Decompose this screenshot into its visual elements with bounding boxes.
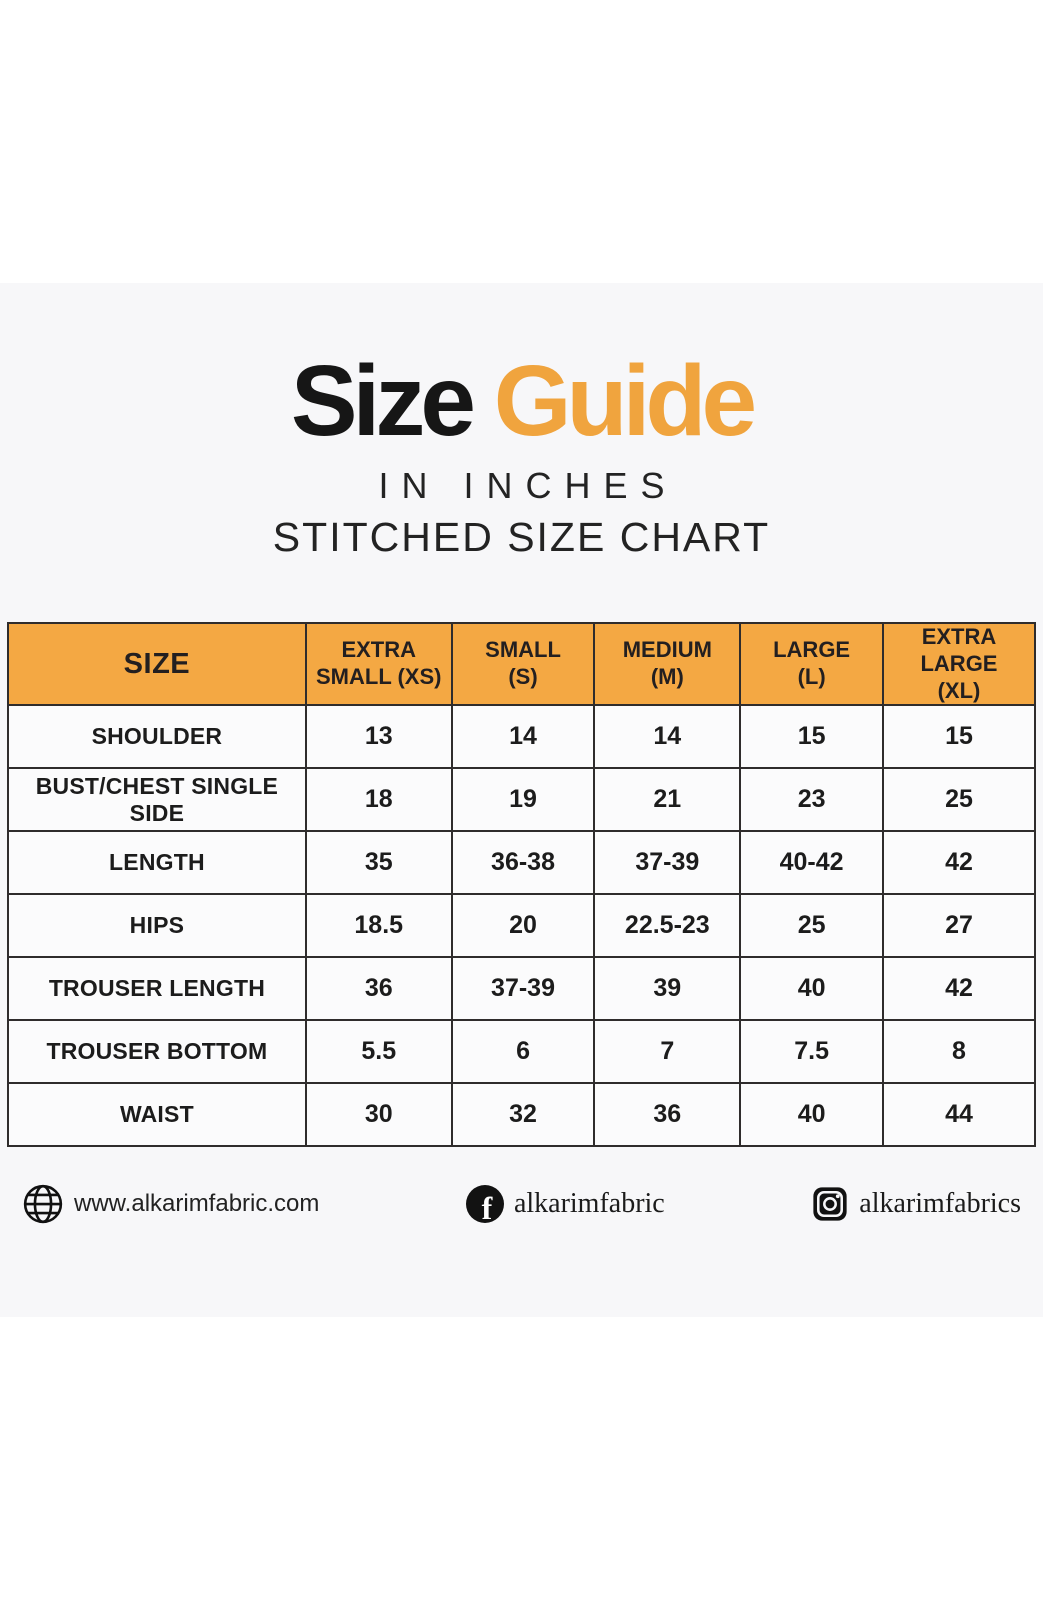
subtitle-stitched-size-chart: STITCHED SIZE CHART	[272, 514, 771, 560]
page-title: Size Guide	[0, 351, 1043, 451]
cell-waist-xl: 44	[881, 1082, 1037, 1148]
row-label-waist: WAIST	[7, 1082, 307, 1148]
cell-trouser-bottom-m: 7	[593, 1019, 742, 1085]
cell-length-s: 36-38	[450, 830, 596, 896]
cell-hips-xl: 27	[881, 893, 1037, 959]
cell-shoulder-l: 15	[739, 704, 884, 770]
cell-waist-s: 32	[450, 1082, 596, 1148]
col-header-medium: MEDIUM (M)	[593, 621, 742, 707]
cell-waist-l: 40	[739, 1082, 884, 1148]
col-header-size: SIZE	[7, 621, 307, 707]
col-header-large: LARGE (L)	[739, 621, 884, 707]
cell-waist-m: 36	[593, 1082, 742, 1148]
size-chart-table: SIZE EXTRA SMALL (XS) SMALL (S) MEDIUM (…	[7, 621, 1037, 1148]
content-band: Size Guide IN INCHES STITCHED SIZE CHART…	[0, 283, 1043, 1317]
cell-trouser-length-s: 37-39	[450, 956, 596, 1022]
table-row-shoulder: SHOULDER 13 14 14 15 15	[7, 704, 1037, 770]
cell-shoulder-m: 14	[593, 704, 742, 770]
cell-trouser-bottom-xs: 5.5	[304, 1019, 453, 1085]
table-row-length: LENGTH 35 36-38 37-39 40-42 42	[7, 830, 1037, 896]
cell-shoulder-xs: 13	[304, 704, 453, 770]
cell-bust-s: 19	[450, 767, 596, 833]
title-word-guide: Guide	[493, 345, 757, 457]
facebook-icon-letter: f	[481, 1189, 493, 1223]
cell-trouser-length-m: 39	[593, 956, 742, 1022]
website-url: www.alkarimfabric.com	[74, 1190, 320, 1217]
title-word-size: Size	[290, 345, 476, 457]
col-header-small: SMALL (S)	[450, 621, 596, 707]
cell-hips-l: 25	[739, 893, 884, 959]
cell-bust-m: 21	[593, 767, 742, 833]
cell-bust-xl: 25	[881, 767, 1037, 833]
cell-bust-l: 23	[739, 767, 884, 833]
facebook-item: f alkarimfabric	[465, 1185, 665, 1223]
table-row-trouser-bottom: TROUSER BOTTOM 5.5 6 7 7.5 8	[7, 1019, 1037, 1085]
cell-length-m: 37-39	[593, 830, 742, 896]
row-label-trouser-length: TROUSER LENGTH	[7, 956, 307, 1022]
instagram-icon	[813, 1187, 847, 1221]
instagram-item: alkarimfabrics	[811, 1185, 1021, 1223]
cell-shoulder-xl: 15	[881, 704, 1037, 770]
row-label-bust-chest: BUST/CHEST SINGLE SIDE	[7, 767, 307, 833]
row-label-hips: HIPS	[7, 893, 307, 959]
facebook-handle: alkarimfabric	[513, 1188, 665, 1219]
cell-length-xl: 42	[881, 830, 1037, 896]
cell-hips-s: 20	[450, 893, 596, 959]
cell-trouser-length-xl: 42	[881, 956, 1037, 1022]
instagram-handle: alkarimfabrics	[859, 1188, 1021, 1219]
cell-trouser-bottom-xl: 8	[881, 1019, 1037, 1085]
cell-hips-xs: 18.5	[304, 893, 453, 959]
table-row-hips: HIPS 18.5 20 22.5-23 25 27	[7, 893, 1037, 959]
cell-hips-m: 22.5-23	[593, 893, 742, 959]
cell-bust-xs: 18	[304, 767, 453, 833]
footer: www.alkarimfabric.com f alkarimfabric al…	[0, 1183, 1043, 1225]
table-row-trouser-length: TROUSER LENGTH 36 37-39 39 40 42	[7, 956, 1037, 1022]
facebook-icon: f	[465, 1185, 504, 1223]
row-label-length: LENGTH	[7, 830, 307, 896]
cell-trouser-length-xs: 36	[304, 956, 453, 1022]
table-row-bust-chest: BUST/CHEST SINGLE SIDE 18 19 21 23 25	[7, 767, 1037, 833]
row-label-shoulder: SHOULDER	[7, 704, 307, 770]
globe-icon	[23, 1184, 63, 1224]
col-header-extra-large: EXTRA LARGE (XL)	[881, 621, 1037, 707]
website-item: www.alkarimfabric.com	[22, 1183, 319, 1225]
cell-trouser-length-l: 40	[739, 956, 884, 1022]
row-label-trouser-bottom: TROUSER BOTTOM	[7, 1019, 307, 1085]
cell-shoulder-s: 14	[450, 704, 596, 770]
cell-trouser-bottom-s: 6	[450, 1019, 596, 1085]
subtitle-in-inches: IN INCHES	[378, 465, 678, 506]
header-row: SIZE EXTRA SMALL (XS) SMALL (S) MEDIUM (…	[7, 621, 1037, 707]
cell-trouser-bottom-l: 7.5	[739, 1019, 884, 1085]
table-row-waist: WAIST 30 32 36 40 44	[7, 1082, 1037, 1148]
cell-length-l: 40-42	[739, 830, 884, 896]
cell-waist-xs: 30	[304, 1082, 453, 1148]
cell-length-xs: 35	[304, 830, 453, 896]
title-block: Size Guide IN INCHES STITCHED SIZE CHART	[0, 351, 1043, 561]
col-header-extra-small: EXTRA SMALL (XS)	[304, 621, 453, 707]
